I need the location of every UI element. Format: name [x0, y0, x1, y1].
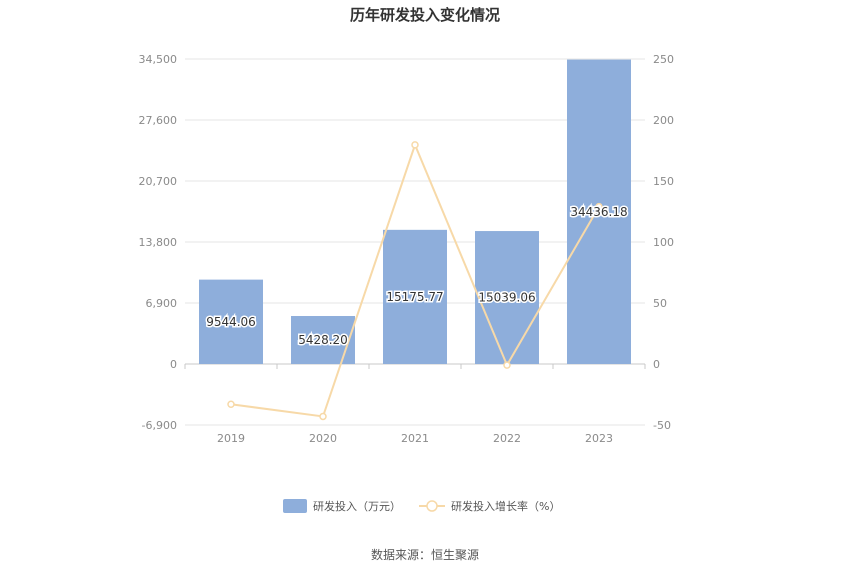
- bar-data-label: 5428.20: [298, 333, 348, 347]
- line-point: [227, 400, 235, 409]
- x-tick-label: 2019: [217, 432, 245, 445]
- axes: 34,500 250 27,600 200 20,700 150 13,800 100 6,90…: [139, 53, 675, 445]
- x-tick-label: 2022: [493, 432, 521, 445]
- line-series: [227, 141, 603, 421]
- x-tick-label: 2020: [309, 432, 337, 445]
- line-point: [319, 412, 327, 421]
- source-note: 数据来源：恒生聚源: [370, 548, 479, 562]
- line-point: [503, 361, 511, 369]
- y-right-tick-label: 50: [653, 297, 667, 310]
- bar-data-label: 9544.06: [206, 315, 256, 329]
- bar: [567, 59, 631, 364]
- bar-data-label: 34436.18: [570, 205, 627, 219]
- x-tick-label: 2021: [401, 432, 429, 445]
- line-point: [595, 202, 603, 211]
- bar: [383, 229, 447, 364]
- y-right-tick-label: 150: [653, 175, 674, 188]
- bar: [475, 231, 539, 364]
- y-left-tick-label: 6,900: [146, 297, 178, 310]
- y-left-tick-label: 34,500: [139, 53, 178, 66]
- bar-data-label: 15039.06: [478, 291, 535, 305]
- legend-label-bar: 研发投入（万元）: [313, 499, 401, 513]
- y-right-tick-label: -50: [653, 419, 671, 432]
- bar-series: [199, 59, 631, 364]
- legend-label-line: 研发投入增长率（%）: [451, 499, 560, 513]
- y-left-tick-label: 27,600: [139, 114, 178, 127]
- y-right-tick-label: 0: [653, 358, 660, 371]
- legend-swatch-line-marker: [426, 500, 438, 512]
- bar-data-label: 15175.77: [386, 290, 443, 304]
- y-left-tick-label: 0: [170, 358, 177, 371]
- y-left-tick-label: 20,700: [139, 175, 178, 188]
- line-point: [411, 141, 419, 149]
- y-right-tick-label: 200: [653, 114, 674, 127]
- y-right-tick-label: 250: [653, 53, 674, 66]
- data-labels: 9544.06 5428.20 15175.77 15039.06 34436.18: [205, 203, 629, 348]
- legend-swatch-bar: [283, 499, 307, 513]
- y-left-tick-label: 13,800: [139, 236, 178, 249]
- y-right-tick-label: 100: [653, 236, 674, 249]
- chart-title: 历年研发投入变化情况: [349, 6, 500, 24]
- x-tick-label: 2023: [585, 432, 613, 445]
- bar: [199, 279, 263, 364]
- legend: 研发投入（万元） 研发投入增长率（%）: [283, 499, 560, 513]
- y-left-tick-label: -6,900: [142, 419, 177, 432]
